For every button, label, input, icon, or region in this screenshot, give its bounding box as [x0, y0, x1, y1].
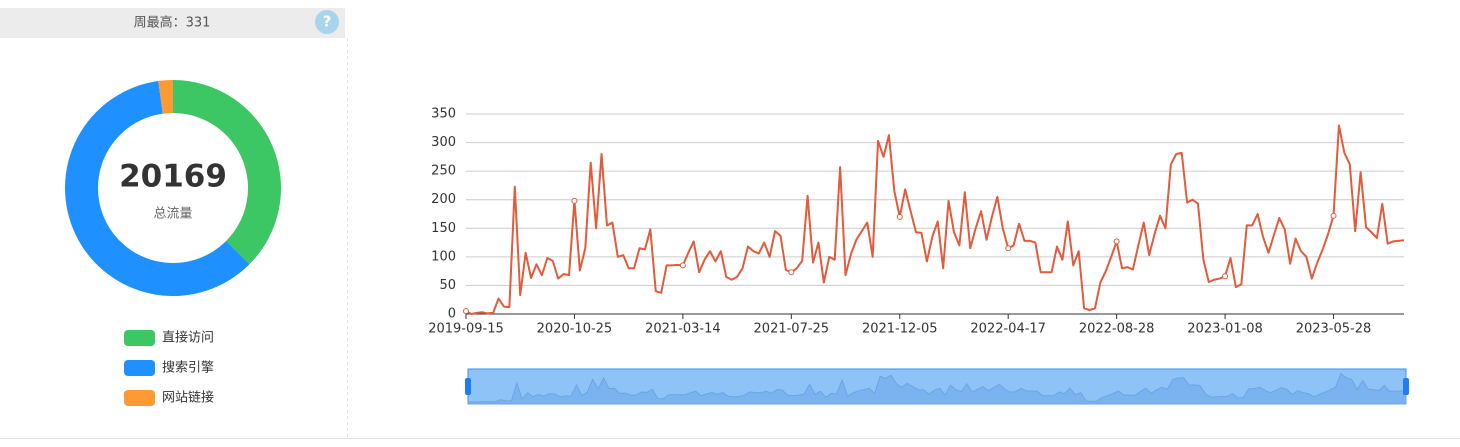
point-marker [1113, 238, 1120, 245]
donut-label: 总流量 [153, 207, 192, 222]
zoom-overview [467, 372, 1407, 405]
y-tick-label: 150 [431, 221, 456, 236]
y-tick-label: 50 [439, 278, 456, 293]
legend-swatch [124, 390, 155, 406]
donut-segment [158, 80, 173, 114]
point-marker [571, 197, 578, 204]
x-tick-label: 2023-05-28 [1296, 322, 1372, 337]
header-bar [0, 8, 345, 38]
point-marker [788, 269, 795, 276]
legend-swatch [124, 330, 155, 346]
point-marker [1222, 273, 1229, 280]
x-tick-label: 2021-12-05 [862, 322, 938, 337]
legend-label: 网站链接 [162, 390, 214, 406]
point-marker [679, 262, 686, 269]
point-marker [1330, 212, 1337, 219]
x-tick-label: 2020-10-25 [537, 322, 613, 337]
x-tick-label: 2022-04-17 [970, 322, 1046, 337]
x-tick-label: 2023-01-08 [1187, 322, 1263, 337]
point-marker [463, 308, 469, 315]
y-tick-label: 100 [431, 249, 456, 264]
data-zoom[interactable] [465, 368, 1409, 405]
donut-segment [65, 81, 250, 296]
point-marker [1005, 245, 1012, 252]
zoom-handle[interactable] [465, 378, 471, 395]
legend-label: 搜索引擎 [162, 361, 214, 376]
donut-total: 20169 [119, 159, 227, 195]
weekly-max: 周最高：331 [134, 15, 211, 31]
y-tick-label: 250 [431, 164, 456, 179]
y-tick-label: 300 [431, 135, 456, 150]
donut-segment [173, 80, 281, 265]
legend-swatch [124, 360, 155, 376]
y-tick-label: 200 [431, 192, 456, 207]
legend-label: 直接访问 [162, 330, 214, 346]
help-icon-text[interactable]: ? [323, 13, 332, 31]
line [465, 124, 1405, 315]
x-tick-label: 2019-09-15 [428, 322, 504, 337]
x-tick-label: 2021-03-14 [645, 322, 721, 337]
y-tick-label: 350 [431, 107, 456, 122]
x-tick-label: 2022-08-28 [1079, 322, 1155, 337]
y-tick-label: 0 [448, 307, 456, 322]
help-icon[interactable] [315, 10, 339, 34]
point-marker [896, 213, 903, 220]
zoom-handle[interactable] [1403, 378, 1409, 395]
x-tick-label: 2021-07-25 [754, 322, 830, 337]
